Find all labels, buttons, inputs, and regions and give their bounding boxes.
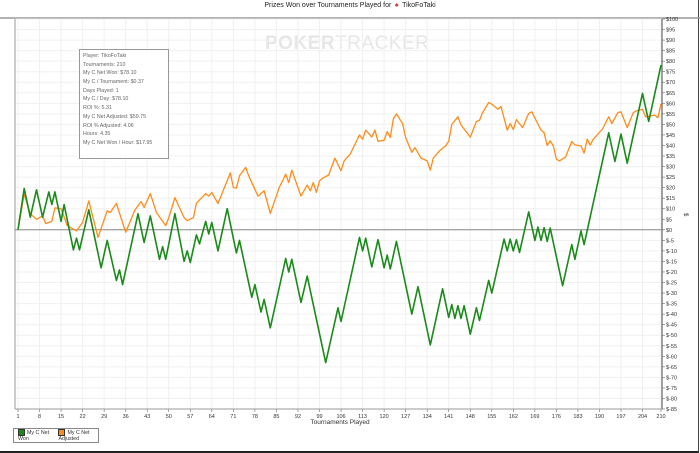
x-tick-label: 204	[638, 414, 647, 420]
x-tick-label: 197	[616, 414, 625, 420]
x-tick-label: 78	[252, 414, 258, 420]
legend-swatch-orange	[58, 429, 66, 436]
y-tick-label: $95	[666, 28, 675, 34]
tooltip-line: My C Net Adjusted: $59.75	[83, 113, 147, 120]
y-tick-label: $-40	[666, 312, 677, 318]
stats-tooltip: Player: TikoFoTaki Tournaments: 210 My C N…	[79, 49, 169, 159]
x-tick-label: 29	[101, 414, 107, 420]
x-tick-label: 22	[80, 414, 86, 420]
y-tick-label: $-5	[666, 238, 674, 244]
x-tick-label: 190	[595, 414, 604, 420]
tooltip-line: Days Played: 1	[83, 87, 119, 94]
x-tick-label: 85	[273, 414, 279, 420]
x-tick-label: 36	[123, 414, 129, 420]
y-tick-label: $-55	[666, 344, 677, 350]
y-tick-label: $45	[666, 133, 675, 139]
y-tick-label: $40	[666, 143, 675, 149]
tooltip-line: ROI %: 5.31	[83, 105, 112, 112]
y-tick-label: $85	[666, 49, 675, 55]
x-tick-label: 134	[423, 414, 432, 420]
x-tick-label: 64	[209, 414, 215, 420]
y-tick-label: $35	[666, 154, 675, 160]
x-tick-label: 210	[656, 414, 665, 420]
watermark-bold: POKER	[265, 33, 336, 54]
y-tick-label: $90	[666, 38, 675, 44]
tooltip-line: ROI % Adjusted: 4.06	[83, 122, 134, 129]
x-tick-label: 99	[316, 414, 322, 420]
legend: My C Net Won My C Net Adjusted	[13, 428, 99, 443]
x-tick-label: 120	[380, 414, 389, 420]
y-tick-label: $55	[666, 112, 675, 118]
y-tick-label: $80	[666, 59, 675, 65]
y-tick-label: $-45	[666, 323, 677, 329]
y-tick-label: $-25	[666, 281, 677, 287]
y-tick-label: $-15	[666, 259, 677, 265]
y-tick-label: $-85	[666, 407, 677, 413]
legend-swatch-green	[18, 429, 25, 436]
y-tick-label: $-75	[666, 386, 677, 392]
x-tick-label: 183	[573, 414, 582, 420]
y-tick-label: $-80	[666, 396, 677, 402]
x-tick-label: 106	[336, 414, 345, 420]
y-tick-label: $-20	[666, 270, 677, 276]
x-axis-label: Tournaments Played	[310, 419, 370, 426]
tooltip-line: My C / Tournament: $0.37	[83, 79, 144, 86]
legend-label: My C Net Won	[18, 429, 50, 442]
y-tick-label: $10	[666, 207, 675, 213]
y-tick-label: $75	[666, 70, 675, 76]
x-tick-label: 169	[530, 414, 539, 420]
x-tick-label: 92	[295, 414, 301, 420]
y-tick-label: $-30	[666, 291, 677, 297]
x-tick-label: 8	[38, 414, 41, 420]
y-tick-label: $60	[666, 101, 675, 107]
title-player: TikoFoTaki	[402, 2, 436, 9]
x-tick-label: 155	[487, 414, 496, 420]
y-tick-label: $50	[666, 122, 675, 128]
x-tick-label: 113	[358, 414, 367, 420]
y-tick-label: $65	[666, 91, 675, 97]
series-net-won-line	[17, 65, 662, 364]
y-tick-label: $15	[666, 196, 675, 202]
legend-item-net-adjusted[interactable]: My C Net Adjusted	[58, 429, 98, 442]
x-tick-label: 148	[466, 414, 475, 420]
x-tick-label: 50	[166, 414, 172, 420]
y-axis-label: $	[682, 213, 688, 217]
x-tick-label: 71	[230, 414, 236, 420]
y-tick-label: $0	[666, 228, 672, 234]
x-tick-label: 162	[509, 414, 518, 420]
y-tick-label: $-35	[666, 302, 677, 308]
tooltip-line: My C / Day: $78.10	[83, 96, 129, 103]
y-tick-label: $25	[666, 175, 675, 181]
tooltip-line: Tournaments: 210	[83, 61, 126, 68]
tooltip-line: Player: TikoFoTaki	[83, 53, 127, 59]
x-tick-label: 15	[58, 414, 64, 420]
y-tick-label: $5	[666, 217, 672, 223]
y-tick-label: $-10	[666, 249, 677, 255]
y-tick-label: $-50	[666, 333, 677, 339]
x-tick-label: 127	[401, 414, 410, 420]
poker-spade-icon: ♠	[394, 2, 399, 9]
tooltip-line: My C Net Won: $78.10	[83, 70, 137, 77]
y-tick-label: $-65	[666, 365, 677, 371]
legend-item-net-won[interactable]: My C Net Won	[18, 429, 50, 442]
y-tick-label: $-70	[666, 375, 677, 381]
y-tick-label: $70	[666, 80, 675, 86]
x-tick-label: 57	[187, 414, 193, 420]
y-tick-label: $-60	[666, 354, 677, 360]
y-tick-label: $100	[666, 17, 678, 23]
series-net-adjusted-line	[17, 101, 662, 239]
title-text: Prizes Won over Tournaments Played for	[264, 2, 392, 9]
tooltip-line: My C Net Won / Hour: $17.95	[83, 139, 153, 146]
x-tick-label: 176	[552, 414, 561, 420]
y-tick-label: $30	[666, 165, 675, 171]
legend-label: My C Net Adjusted	[58, 429, 90, 442]
x-tick-label: 43	[144, 414, 150, 420]
chart-title: Prizes Won over Tournaments Played for ♠…	[0, 2, 700, 9]
x-tick-label: 1	[16, 414, 19, 420]
y-tick-label: $20	[666, 186, 675, 192]
x-tick-label: 141	[444, 414, 453, 420]
tooltip-line: Hours: 4.35	[83, 131, 111, 138]
